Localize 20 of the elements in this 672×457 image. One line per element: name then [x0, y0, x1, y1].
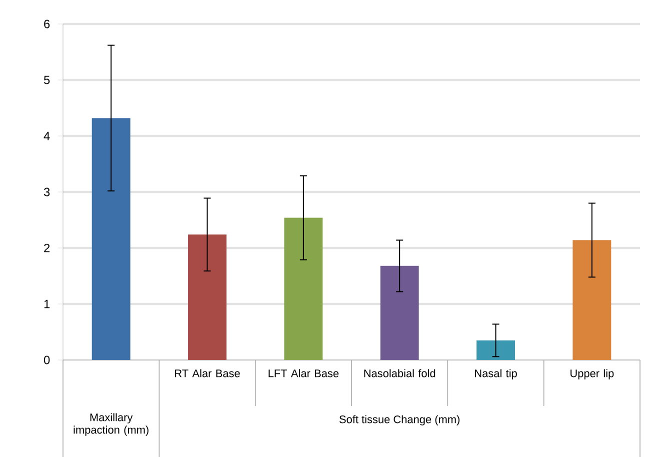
bar: [92, 118, 130, 360]
y-tick-label: 3: [44, 188, 50, 196]
x-tick-label: LFT Alar Base: [268, 369, 339, 378]
x-axis-title: Soft tissue Change (mm): [339, 415, 460, 426]
bar: [476, 340, 515, 360]
bar: [188, 234, 226, 360]
y-tick-label: 0: [44, 356, 50, 364]
x-tick-label: Nasolabial fold: [364, 369, 436, 378]
y-tick-label: 5: [44, 76, 50, 84]
y-tick-label: 2: [44, 244, 50, 252]
bar: [284, 218, 323, 360]
bar: [380, 266, 419, 360]
x-tick-label: RT Alar Base: [175, 369, 240, 378]
y-tick-label: 4: [44, 132, 50, 140]
y-tick-label: 6: [44, 20, 50, 28]
text: Maxillary impaction (mm): [74, 413, 148, 436]
x-tick-label: Nasal tip: [475, 369, 517, 380]
y-tick-label: 1: [44, 300, 50, 308]
x-tick-label: Upper lip: [570, 369, 614, 380]
bar: [572, 240, 612, 360]
